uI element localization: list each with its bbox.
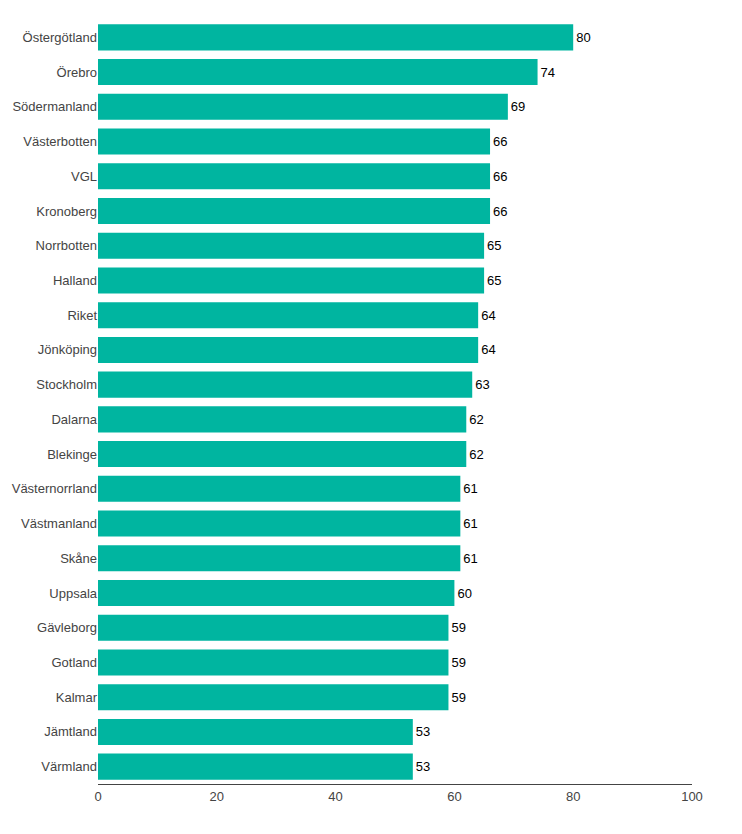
svg-text:Kronoberg: Kronoberg: [36, 204, 97, 219]
svg-text:64: 64: [481, 342, 495, 357]
svg-text:Västerbotten: Västerbotten: [23, 134, 97, 149]
svg-text:61: 61: [463, 516, 477, 531]
svg-text:80: 80: [566, 789, 580, 804]
svg-text:Södermanland: Södermanland: [12, 99, 97, 114]
svg-text:Norrbotten: Norrbotten: [36, 238, 97, 253]
svg-text:61: 61: [463, 551, 477, 566]
svg-text:VGL: VGL: [71, 169, 97, 184]
svg-text:Gotland: Gotland: [51, 655, 97, 670]
svg-text:60: 60: [457, 586, 471, 601]
svg-text:100: 100: [681, 789, 703, 804]
svg-text:66: 66: [493, 134, 507, 149]
svg-text:Skåne: Skåne: [60, 551, 97, 566]
svg-text:Kalmar: Kalmar: [56, 690, 98, 705]
svg-text:59: 59: [451, 655, 465, 670]
svg-text:61: 61: [463, 481, 477, 496]
svg-text:59: 59: [451, 690, 465, 705]
svg-text:65: 65: [487, 273, 501, 288]
svg-text:Gävleborg: Gävleborg: [37, 620, 97, 635]
svg-text:Halland: Halland: [53, 273, 97, 288]
svg-text:Västernorrland: Västernorrland: [12, 481, 97, 496]
svg-text:Jämtland: Jämtland: [44, 724, 97, 739]
svg-text:60: 60: [447, 789, 461, 804]
svg-text:Västmanland: Västmanland: [21, 516, 97, 531]
svg-text:Östergötland: Östergötland: [23, 30, 97, 45]
svg-text:69: 69: [511, 99, 525, 114]
svg-text:Blekinge: Blekinge: [47, 447, 97, 462]
svg-text:0: 0: [94, 789, 101, 804]
svg-text:62: 62: [469, 412, 483, 427]
svg-text:66: 66: [493, 169, 507, 184]
svg-text:59: 59: [451, 620, 465, 635]
svg-text:63: 63: [475, 377, 489, 392]
svg-text:Riket: Riket: [67, 308, 97, 323]
svg-text:66: 66: [493, 204, 507, 219]
svg-text:62: 62: [469, 447, 483, 462]
svg-text:53: 53: [416, 759, 430, 774]
svg-text:74: 74: [541, 65, 555, 80]
svg-text:80: 80: [576, 30, 590, 45]
svg-text:53: 53: [416, 724, 430, 739]
svg-text:64: 64: [481, 308, 495, 323]
svg-text:20: 20: [210, 789, 224, 804]
svg-text:Jönköping: Jönköping: [38, 342, 97, 357]
svg-text:65: 65: [487, 238, 501, 253]
svg-text:Stockholm: Stockholm: [36, 377, 97, 392]
svg-text:40: 40: [328, 789, 342, 804]
svg-text:Uppsala: Uppsala: [49, 586, 97, 601]
svg-text:Örebro: Örebro: [57, 65, 97, 80]
svg-text:Dalarna: Dalarna: [51, 412, 97, 427]
svg-text:Värmland: Värmland: [41, 759, 97, 774]
